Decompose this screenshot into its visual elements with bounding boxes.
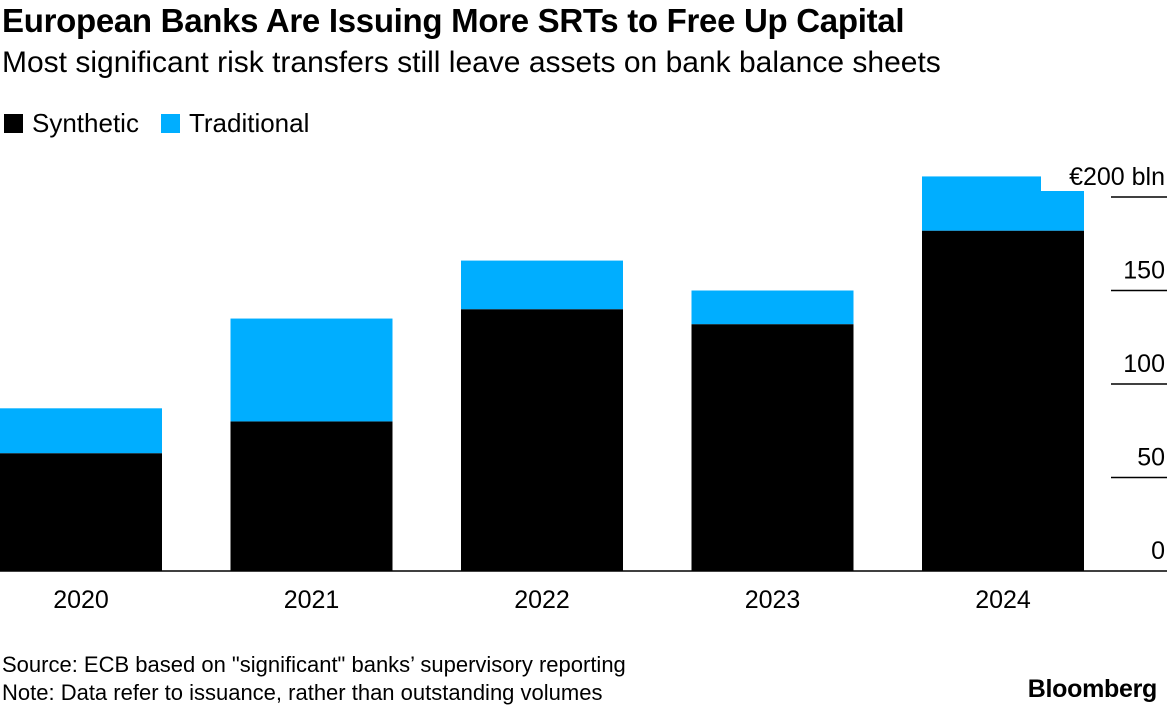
legend-swatch-synthetic [4,113,23,133]
x-tick-label-2020: 2020 [53,586,109,614]
y-tick-label-50: 50 [1137,444,1165,472]
legend-item-synthetic: Synthetic [4,108,139,139]
bar-traditional-2020 [0,408,162,454]
legend-swatch-traditional [160,113,180,133]
source-text: Source: ECB based on "significant" banks… [2,652,626,677]
bar-synthetic-2021 [230,421,393,571]
source-note: Source: ECB based on "significant" banks… [2,651,626,707]
x-tick-label-2023: 2023 [745,586,801,614]
bloomberg-logo: Bloomberg [1027,675,1158,703]
legend-item-traditional: Traditional [160,107,310,139]
legend-label-traditional: Traditional [188,107,310,138]
y-tick-label-200: €200 bln [1069,163,1165,191]
bar-chart: 2020 2021 2022 2023 2024 0 50 100 150 €200 bln [0,163,1167,614]
y-tick-label-100: 100 [1123,350,1165,378]
bar-traditional-2022 [461,260,623,310]
chart-subtitle: Most significant risk transfers still le… [2,46,941,79]
legend-label-synthetic: Synthetic [32,107,139,138]
bar-traditional-2021 [230,318,393,422]
note-text: Note: Data refer to issuance, rather tha… [2,680,603,705]
x-tick-label-2021: 2021 [284,586,340,614]
bar-traditional-2023 [691,290,854,325]
legend: Synthetic Traditional [4,107,331,139]
y-tick-label-0: 0 [1151,537,1165,565]
x-tick-label-2024: 2024 [975,586,1031,614]
bar-synthetic-2022 [461,309,623,571]
chart-title: European Banks Are Issuing More SRTs to … [2,2,905,39]
bar-synthetic-2024 [922,230,1084,571]
bar-synthetic-2023 [691,324,854,571]
y-top-label-backdrop [1041,167,1167,191]
x-tick-label-2022: 2022 [514,586,570,614]
y-tick-label-150: 150 [1123,257,1165,285]
bar-synthetic-2020 [0,453,162,571]
